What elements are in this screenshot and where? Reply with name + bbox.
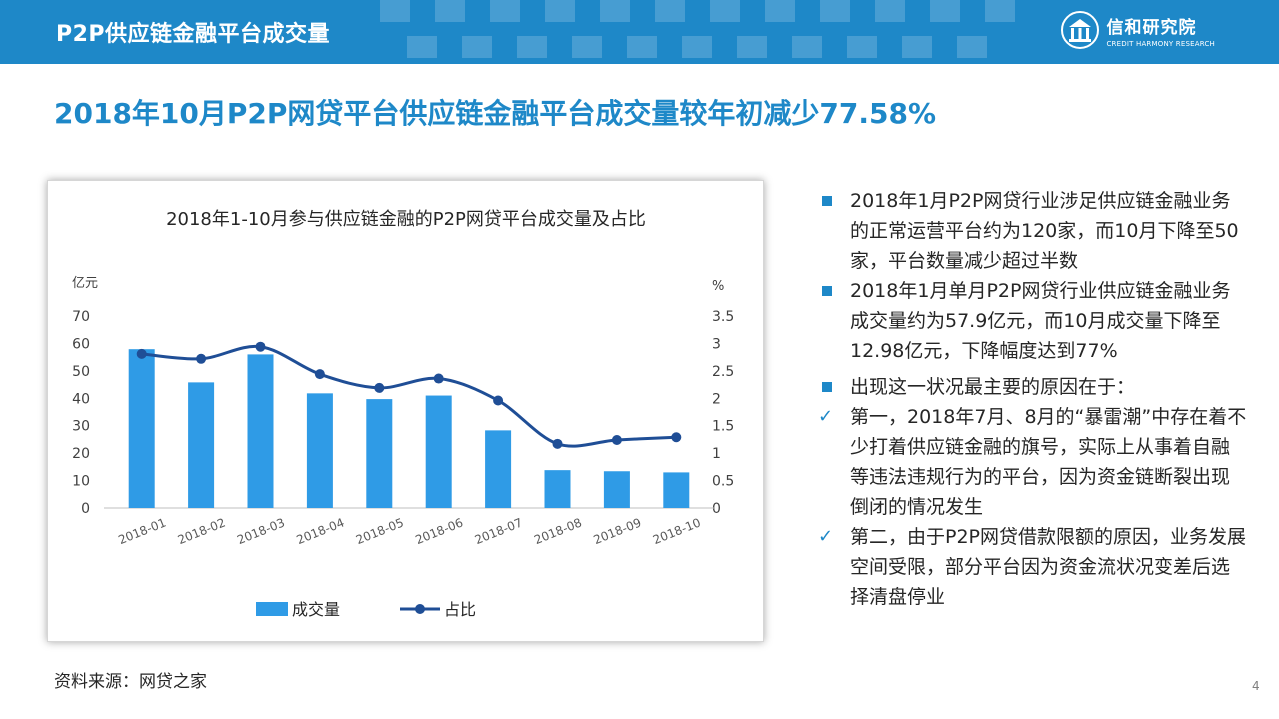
header-pattern [380,0,1015,58]
line-point [671,432,682,443]
bar [663,472,690,508]
line-point [493,395,504,406]
bullet-text: 出现这一状况最主要的原因在于： [850,376,1136,398]
right-axis-tick-label: 2.5 [712,364,734,380]
right-axis-tick-label: 3 [712,336,721,352]
x-axis-tick-label: 2018-01 [116,515,168,547]
left-axis-unit: 亿元 [72,276,98,291]
bullet-item: 出现这一状况最主要的原因在于： [818,372,1248,402]
legend-line-label: 占比 [444,600,476,619]
brand-logo: 信和研究院 CREDIT HARMONY RESEARCH [1060,10,1215,50]
bullet-text: 2018年1月P2P网贷行业涉足供应链金融业务的正常运营平台约为120家，而10… [850,190,1239,272]
square-bullet-icon [822,286,832,296]
bullet-text: 第一，2018年7月、8月的“暴雷潮”中存在着不少打着供应链金融的旗号，实际上从… [850,406,1247,518]
line-point [314,369,325,380]
left-axis-tick-label: 50 [72,364,90,380]
right-axis-tick-label: 3.5 [712,309,734,325]
left-axis-tick-label: 20 [72,446,90,462]
line-point [255,341,266,352]
data-source-note: 资料来源：网贷之家 [54,672,207,692]
left-axis-tick-label: 30 [72,419,90,435]
line-point [433,373,444,384]
bullet-item: ✓ 第一，2018年7月、8月的“暴雷潮”中存在着不少打着供应链金融的旗号，实际… [818,402,1248,522]
line-point [552,438,563,449]
header-bar: P2P供应链金融平台成交量 信和研究院 CREDIT HARMONY RESEA… [0,0,1279,64]
bar [188,382,215,508]
x-axis-tick-label: 2018-06 [413,515,465,547]
left-axis-tick-label: 10 [72,474,90,490]
right-axis-tick-label: 0.5 [712,474,734,490]
x-axis-tick-label: 2018-09 [592,515,644,547]
series-line [141,344,677,448]
logo-chinese-name: 信和研究院 [1106,17,1197,38]
line-point [136,348,147,359]
right-axis-tick-label: 0 [712,501,721,517]
bar [425,395,452,508]
building-emblem-icon [1061,11,1100,49]
bullet-item: 2018年1月P2P网贷行业涉足供应链金融业务的正常运营平台约为120家，而10… [818,186,1248,276]
header-title: P2P供应链金融平台成交量 [56,22,331,47]
square-bullet-icon [822,196,832,206]
check-icon: ✓ [818,406,834,427]
chart-title: 2018年1-10月参与供应链金融的P2P网贷平台成交量及占比 [166,209,646,230]
bar [306,393,333,508]
bar [603,471,630,508]
right-axis-tick-label: 2 [712,391,721,407]
x-axis-tick-label: 2018-03 [235,515,287,547]
x-axis-tick-label: 2018-05 [354,515,406,547]
bullet-text: 第二，由于P2P网贷借款限额的原因，业务发展空间受限，部分平台因为资金流状况变差… [850,526,1247,608]
line-point [374,382,385,393]
left-axis-tick-label: 60 [72,336,90,352]
bullet-item: 2018年1月单月P2P网贷行业供应链金融业务成交量约为57.9亿元，而10月成… [818,276,1248,366]
x-axis-tick-label: 2018-02 [176,515,228,547]
line-point [196,353,207,364]
square-bullet-icon [822,382,832,392]
right-axis-tick-label: 1 [712,446,721,462]
x-axis-tick-label: 2018-10 [651,515,703,547]
left-axis-tick-label: 70 [72,309,90,325]
slide-headline: 2018年10月P2P网贷平台供应链金融平台成交量较年初减少77.58% [54,97,937,130]
bullet-text: 2018年1月单月P2P网贷行业供应链金融业务成交量约为57.9亿元，而10月成… [850,280,1231,362]
bar [128,349,155,508]
page-number: 4 [1252,679,1260,693]
x-axis-tick-label: 2018-07 [473,515,525,547]
legend-line-marker [415,604,425,614]
left-axis-tick-label: 0 [81,501,90,517]
bar [544,470,571,508]
x-axis-tick-label: 2018-08 [532,515,584,547]
right-axis-unit: % [712,279,724,294]
check-icon: ✓ [818,526,834,547]
bullet-item: ✓ 第二，由于P2P网贷借款限额的原因，业务发展空间受限，部分平台因为资金流状况… [818,522,1248,612]
line-point [611,434,622,445]
left-axis-tick-label: 40 [72,391,90,407]
bullet-list: 2018年1月P2P网贷行业涉足供应链金融业务的正常运营平台约为120家，而10… [818,186,1248,612]
x-axis-tick-label: 2018-04 [295,515,347,547]
bar [366,399,393,508]
legend-bar-label: 成交量 [292,600,340,619]
chart-panel: 2018年1-10月参与供应链金融的P2P网贷平台成交量及占比 亿元% 0 10 20 3… [47,180,764,642]
logo-english-name: CREDIT HARMONY RESEARCH [1106,39,1215,48]
bar [485,430,512,508]
legend-bar-swatch [256,602,288,616]
right-axis-tick-label: 1.5 [712,419,734,435]
bar [247,354,274,508]
